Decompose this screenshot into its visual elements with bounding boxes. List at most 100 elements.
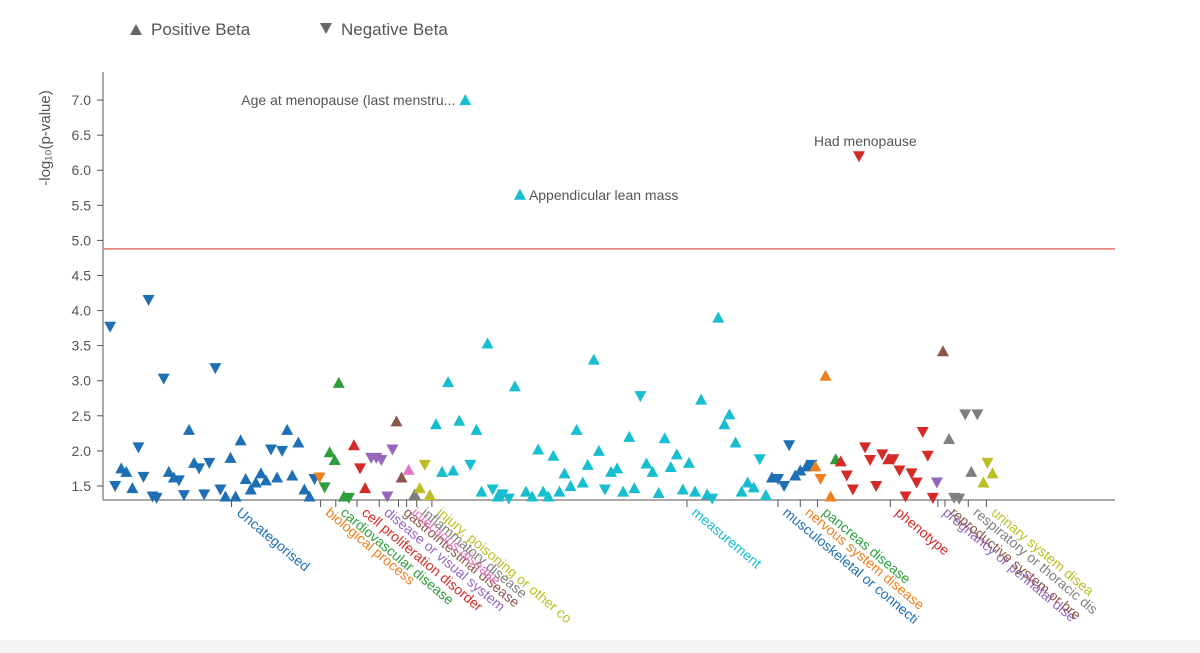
positive-beta-point[interactable] xyxy=(542,490,555,502)
positive-beta-point[interactable] xyxy=(447,464,460,476)
positive-beta-point[interactable] xyxy=(670,448,683,460)
negative-beta-point[interactable] xyxy=(840,470,853,482)
positive-beta-point[interactable] xyxy=(429,418,442,430)
positive-beta-point[interactable] xyxy=(537,485,550,497)
positive-beta-point[interactable] xyxy=(244,483,257,495)
negative-beta-point[interactable] xyxy=(354,463,367,475)
positive-beta-point[interactable] xyxy=(328,454,341,466)
negative-beta-point[interactable] xyxy=(846,484,859,496)
positive-beta-point[interactable] xyxy=(819,369,832,381)
positive-beta-point[interactable] xyxy=(292,436,305,448)
positive-beta-point[interactable] xyxy=(664,461,677,473)
positive-beta-point[interactable] xyxy=(183,423,196,435)
positive-beta-point[interactable] xyxy=(824,490,837,502)
negative-beta-point[interactable] xyxy=(172,475,185,487)
positive-beta-point[interactable] xyxy=(526,490,539,502)
negative-beta-point[interactable] xyxy=(132,442,145,454)
positive-beta-point[interactable] xyxy=(298,483,311,495)
positive-beta-point[interactable] xyxy=(254,467,267,479)
positive-beta-point[interactable] xyxy=(965,465,978,477)
positive-beta-point[interactable] xyxy=(718,418,731,430)
positive-beta-point[interactable] xyxy=(390,415,403,427)
positive-beta-point[interactable] xyxy=(162,465,175,477)
negative-beta-point[interactable] xyxy=(177,490,190,502)
positive-beta-point[interactable] xyxy=(453,414,466,426)
positive-beta-point[interactable] xyxy=(249,476,262,488)
positive-beta-point[interactable] xyxy=(423,489,436,501)
positive-beta-point[interactable] xyxy=(224,451,237,463)
positive-beta-point[interactable] xyxy=(481,337,494,349)
positive-beta-point[interactable] xyxy=(323,446,336,458)
negative-beta-point[interactable] xyxy=(214,484,227,496)
negative-beta-point[interactable] xyxy=(772,473,785,485)
negative-beta-point[interactable] xyxy=(864,455,877,467)
negative-beta-point[interactable] xyxy=(486,484,499,496)
positive-beta-point[interactable] xyxy=(794,464,807,476)
negative-beta-point[interactable] xyxy=(342,492,355,504)
positive-beta-point[interactable] xyxy=(689,485,702,497)
positive-beta-point[interactable] xyxy=(682,456,695,468)
negative-beta-point[interactable] xyxy=(921,450,934,462)
positive-beta-point[interactable] xyxy=(470,423,483,435)
positive-beta-point[interactable] xyxy=(882,453,895,465)
positive-beta-point[interactable] xyxy=(576,476,589,488)
negative-beta-point[interactable] xyxy=(109,480,122,492)
negative-beta-point[interactable] xyxy=(887,454,900,466)
positive-beta-point[interactable] xyxy=(640,457,653,469)
positive-beta-point[interactable] xyxy=(611,462,624,474)
positive-beta-point[interactable] xyxy=(652,486,665,498)
positive-beta-point[interactable] xyxy=(658,432,671,444)
positive-beta-point[interactable] xyxy=(765,471,778,483)
positive-beta-point[interactable] xyxy=(646,465,659,477)
positive-beta-point[interactable] xyxy=(676,483,689,495)
positive-beta-point[interactable] xyxy=(729,436,742,448)
positive-beta-point[interactable] xyxy=(617,485,630,497)
positive-beta-point[interactable] xyxy=(747,481,760,493)
positive-beta-point[interactable] xyxy=(943,432,956,444)
negative-beta-point[interactable] xyxy=(375,455,388,467)
negative-beta-point[interactable] xyxy=(137,471,150,483)
positive-beta-point[interactable] xyxy=(359,482,372,494)
positive-beta-point[interactable] xyxy=(605,465,618,477)
positive-beta-point[interactable] xyxy=(977,476,990,488)
positive-beta-point[interactable] xyxy=(332,376,345,388)
positive-beta-point[interactable] xyxy=(936,345,949,357)
positive-beta-point[interactable] xyxy=(735,485,748,497)
positive-beta-point[interactable] xyxy=(834,455,847,467)
positive-beta-point[interactable] xyxy=(234,434,247,446)
negative-beta-point[interactable] xyxy=(981,457,994,469)
positive-beta-point[interactable] xyxy=(587,353,600,365)
negative-beta-point[interactable] xyxy=(598,484,611,496)
positive-beta-point[interactable] xyxy=(126,482,139,494)
positive-beta-point[interactable] xyxy=(475,485,488,497)
negative-beta-point[interactable] xyxy=(916,426,929,438)
positive-beta-point[interactable] xyxy=(286,469,299,481)
negative-beta-point[interactable] xyxy=(150,492,163,504)
positive-beta-point[interactable] xyxy=(628,482,641,494)
negative-beta-point[interactable] xyxy=(876,449,889,461)
negative-beta-point[interactable] xyxy=(318,482,331,494)
positive-beta-point[interactable] xyxy=(547,449,560,461)
positive-beta-point[interactable] xyxy=(712,311,725,323)
positive-beta-point[interactable] xyxy=(219,490,232,502)
negative-beta-point[interactable] xyxy=(198,489,211,501)
negative-beta-point[interactable] xyxy=(142,295,155,307)
negative-beta-point[interactable] xyxy=(418,459,431,471)
positive-beta-point[interactable] xyxy=(986,467,999,479)
negative-beta-point[interactable] xyxy=(899,491,912,503)
positive-beta-point[interactable] xyxy=(239,472,252,484)
positive-beta-point[interactable] xyxy=(508,380,521,392)
negative-beta-point[interactable] xyxy=(264,444,277,456)
negative-beta-point[interactable] xyxy=(859,442,872,454)
negative-beta-point[interactable] xyxy=(203,457,216,469)
positive-beta-point[interactable] xyxy=(259,474,272,486)
positive-beta-point[interactable] xyxy=(581,458,594,470)
positive-beta-point[interactable] xyxy=(558,467,571,479)
positive-beta-point[interactable] xyxy=(408,488,421,500)
positive-beta-point[interactable] xyxy=(723,408,736,420)
negative-beta-point[interactable] xyxy=(778,480,791,492)
negative-beta-point[interactable] xyxy=(930,477,943,489)
negative-beta-point[interactable] xyxy=(814,473,827,485)
positive-beta-point[interactable] xyxy=(281,423,294,435)
negative-beta-point[interactable] xyxy=(193,463,206,475)
